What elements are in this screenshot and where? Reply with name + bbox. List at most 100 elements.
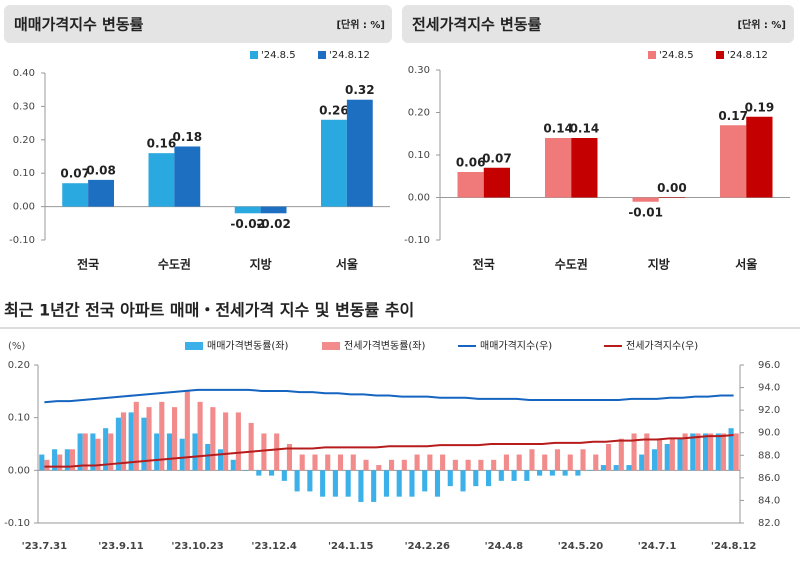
legend-label: 매매가격변동률(좌) bbox=[207, 339, 289, 352]
bar bbox=[720, 125, 747, 198]
bar bbox=[223, 412, 229, 471]
bar bbox=[108, 433, 114, 471]
bar bbox=[644, 433, 650, 471]
bar bbox=[511, 470, 517, 481]
x-tick-label: 수도권 bbox=[158, 258, 191, 272]
y-tick-label: -0.10 bbox=[9, 235, 35, 246]
bar bbox=[440, 454, 446, 471]
legend-swatch bbox=[716, 51, 724, 59]
legend-swatch bbox=[250, 51, 258, 59]
y-tick-label: 0.30 bbox=[408, 65, 430, 76]
value-label: 0.18 bbox=[173, 130, 203, 144]
chart-title: 최근 1년간 전국 아파트 매매・전세가격 지수 및 변동률 추이 bbox=[4, 301, 414, 320]
bar bbox=[350, 454, 356, 471]
bar bbox=[545, 138, 572, 198]
x-tick-label: '24.4.8 bbox=[485, 541, 524, 552]
bar bbox=[269, 470, 275, 476]
bar bbox=[503, 454, 509, 471]
bar bbox=[256, 470, 262, 476]
bar bbox=[184, 391, 190, 471]
panel-header bbox=[4, 5, 392, 43]
bar bbox=[274, 433, 280, 471]
bar bbox=[120, 412, 127, 471]
bar bbox=[554, 449, 561, 471]
bar bbox=[345, 470, 351, 497]
bar bbox=[294, 470, 300, 492]
value-label: -0.02 bbox=[256, 217, 291, 231]
value-label: 0.06 bbox=[456, 156, 486, 170]
value-label: 0.08 bbox=[86, 163, 116, 177]
bar bbox=[103, 428, 109, 471]
bar bbox=[605, 444, 612, 471]
bar bbox=[44, 459, 50, 471]
legend-label: 매매가격지수(우) bbox=[480, 339, 552, 352]
bar bbox=[260, 206, 287, 214]
bar bbox=[281, 470, 287, 481]
bar bbox=[631, 433, 637, 471]
unit-label: [단위 : %] bbox=[336, 18, 385, 31]
bar bbox=[478, 459, 484, 471]
bar bbox=[708, 433, 714, 471]
y2-tick-label: 82.0 bbox=[758, 518, 780, 529]
y-tick-label: 0.20 bbox=[13, 135, 35, 146]
y-tick-label: -0.10 bbox=[4, 518, 30, 529]
x-tick-label: 서울 bbox=[735, 257, 757, 272]
y-tick-label: 0.30 bbox=[13, 101, 35, 112]
bar bbox=[148, 153, 175, 207]
bar bbox=[69, 449, 76, 471]
y-tick-label: 0.10 bbox=[13, 168, 35, 179]
bar bbox=[197, 401, 203, 471]
bar bbox=[179, 438, 185, 471]
bar bbox=[498, 470, 504, 481]
x-tick-label: 지방 bbox=[250, 257, 272, 272]
bar bbox=[64, 449, 70, 471]
y-tick-label: 0.10 bbox=[8, 413, 30, 424]
legend-label: '24.8.5 bbox=[659, 50, 694, 61]
bar bbox=[217, 449, 224, 471]
bar bbox=[549, 470, 555, 476]
legend-label: '24.8.5 bbox=[261, 50, 296, 61]
bar bbox=[401, 459, 407, 471]
bar bbox=[192, 433, 198, 471]
bar bbox=[248, 422, 254, 471]
bar bbox=[57, 454, 63, 471]
legend-swatch bbox=[322, 342, 340, 350]
legend-swatch bbox=[648, 51, 656, 59]
x-tick-label: 전국 bbox=[473, 257, 495, 272]
bar bbox=[580, 449, 586, 471]
bar bbox=[715, 433, 721, 471]
bar bbox=[414, 454, 420, 471]
legend-label: 전세가격변동률(좌) bbox=[344, 339, 426, 352]
bar bbox=[483, 167, 510, 198]
bar bbox=[657, 438, 663, 471]
bar bbox=[746, 116, 773, 198]
x-tick-label: 지방 bbox=[648, 257, 670, 272]
y2-tick-label: 94.0 bbox=[758, 383, 780, 394]
bar bbox=[562, 470, 568, 476]
bar bbox=[77, 433, 83, 471]
value-label: 0.32 bbox=[345, 83, 375, 97]
bar bbox=[695, 433, 701, 471]
bar bbox=[141, 417, 147, 471]
bar bbox=[537, 470, 543, 476]
y-axis-label: (%) bbox=[8, 341, 25, 352]
x-tick-label: 수도권 bbox=[555, 258, 588, 272]
bar bbox=[332, 470, 338, 497]
y-tick-label: 0.00 bbox=[13, 202, 35, 213]
y-tick-label: 0.00 bbox=[408, 193, 430, 204]
bar bbox=[702, 433, 709, 471]
bar bbox=[613, 465, 619, 471]
bar bbox=[486, 470, 492, 487]
bar bbox=[465, 459, 471, 471]
bar bbox=[516, 454, 522, 471]
y-tick-label: 0.40 bbox=[13, 68, 35, 79]
bar bbox=[473, 470, 479, 487]
y-tick-label: -0.10 bbox=[404, 235, 430, 246]
bar bbox=[571, 138, 598, 198]
bar bbox=[677, 438, 683, 471]
bar bbox=[133, 401, 139, 471]
chart-title: 매매가격지수 변동률 bbox=[14, 16, 144, 34]
bar bbox=[639, 454, 645, 471]
bar bbox=[682, 433, 688, 471]
